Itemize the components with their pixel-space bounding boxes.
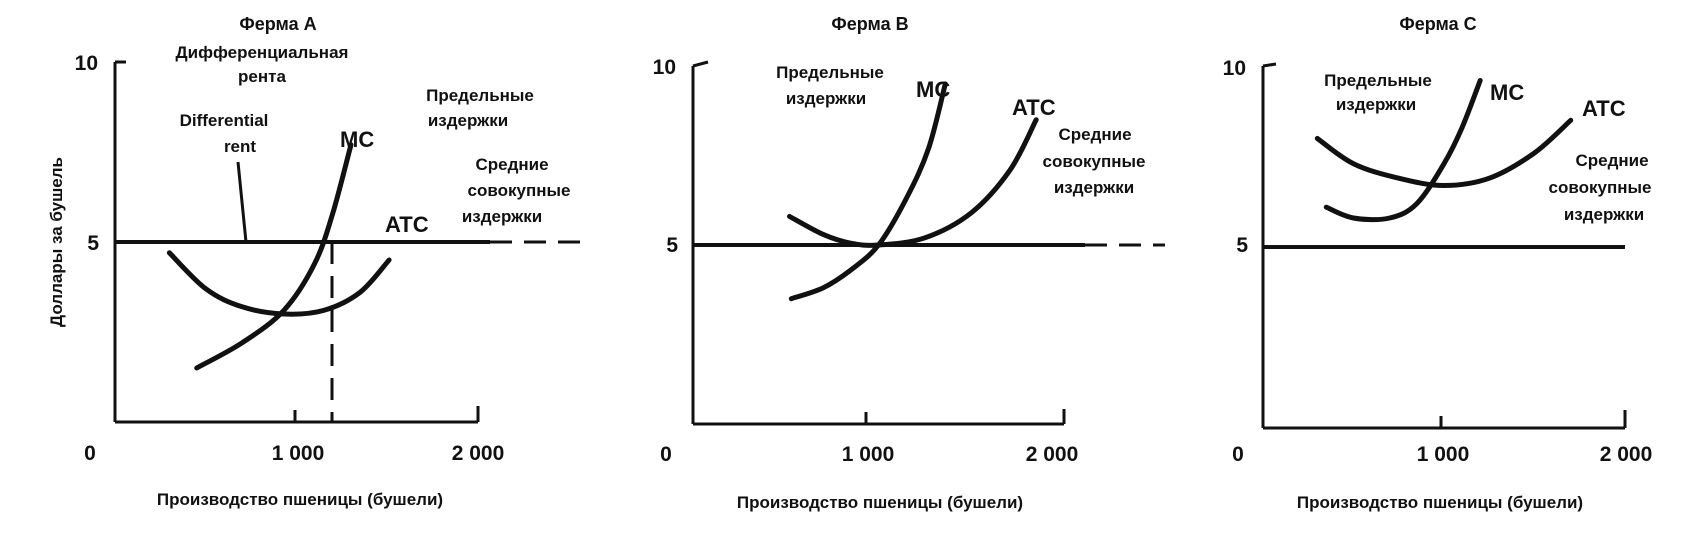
panel-b-mc-curve [788,81,948,302]
panel-c-atc-ann-2: совокупные [1549,178,1652,197]
panel-c-mc-curve [1323,78,1483,223]
panel-a-atc-ann-2: совокупные [468,181,571,200]
panel-a-mc-ann-2: издержки [428,111,508,130]
panel-c-y-tick-label-5: 5 [1236,234,1248,257]
panel-a-atc-curve [166,250,392,317]
panel-c-atc-label: ATC [1582,96,1626,121]
panel-b-atc-ann-1: Средние [1058,125,1131,144]
panel-b-mc-ann-1: Предельные [776,63,884,82]
panel-a-y-tick-label-10: 10 [75,52,98,75]
panel-b-atc-ann-2: совокупные [1043,152,1146,171]
panel-a-x-axis-label: Производство пшеницы (бушели) [157,490,443,509]
panel-b-x-axis-label: Производство пшеницы (бушели) [737,493,1023,512]
panel-a-title: Ферма А [239,14,316,34]
panel-a-rent-label-4: rent [224,137,256,156]
panel-a-y-axis-label: Доллары за бушель [47,157,66,327]
panel-c-x-tick-label-1000: 1 000 [1417,443,1470,466]
panel-c-atc-ann-3: издержки [1564,205,1644,224]
panel-a-x-tick-label-0: 0 [84,442,96,465]
panel-b-mc-ann-2: издержки [786,89,866,108]
panel-c-y-tick-10 [1262,62,1277,68]
panel-b-atc-label: ATC [1012,95,1056,120]
panel-farm-a: Ферма А 10 5 0 1 000 2 000 Производство … [47,14,585,509]
panel-c-title: Ферма С [1399,14,1476,34]
panel-c-atc-curve [1314,117,1574,189]
panel-b-y-tick-label-5: 5 [666,234,678,257]
panel-a-mc-ann-1: Предельные [426,86,534,105]
panel-b-y-tick-label-10: 10 [653,56,676,79]
panel-a-x-tick-label-1000: 1 000 [272,442,325,465]
panel-b-y-tick-10 [692,60,709,68]
panel-a-mc-label: MC [340,127,374,152]
panel-a-y-tick-label-5: 5 [87,232,99,255]
panel-b-x-tick-label-2000: 2 000 [1026,443,1079,466]
panel-a-atc-ann-1: Средние [475,155,548,174]
panel-c-x-tick-label-0: 0 [1232,443,1244,466]
panel-c-mc-ann-1: Предельные [1324,71,1432,90]
panel-b-title: Ферма В [831,14,908,34]
panel-c-atc-ann-1: Средние [1575,151,1648,170]
panel-a-rent-label-1: Дифференциальная [176,43,349,62]
panel-a-x-tick-label-2000: 2 000 [452,442,505,465]
panel-c-x-tick-label-2000: 2 000 [1600,443,1653,466]
panel-a-mc-curve [194,142,354,371]
panel-a-atc-label: ATC [385,212,429,237]
panel-a-rent-label-3: Differential [180,111,269,130]
panel-b-atc-curve [787,117,1039,248]
panel-b-x-tick-label-1000: 1 000 [842,443,895,466]
panel-b-mc-label: MC [916,77,950,102]
panel-b-atc-ann-3: издержки [1054,178,1134,197]
panel-c-mc-ann-2: издержки [1336,95,1416,114]
panel-farm-b: Ферма В 10 5 0 1 000 2 000 Производство … [653,14,1165,512]
panel-a-rent-pointer [236,161,248,243]
panel-a-rent-label-2: рента [238,67,286,86]
panel-c-x-axis-label: Производство пшеницы (бушели) [1297,493,1583,512]
panel-farm-c: Ферма С 10 5 0 1 000 2 000 Производство … [1223,14,1653,512]
panel-b-x-tick-label-0: 0 [660,443,672,466]
panel-c-y-tick-label-10: 10 [1223,57,1246,80]
panel-a-atc-ann-3: издержки [462,207,542,226]
panel-c-mc-label: MC [1490,80,1524,105]
